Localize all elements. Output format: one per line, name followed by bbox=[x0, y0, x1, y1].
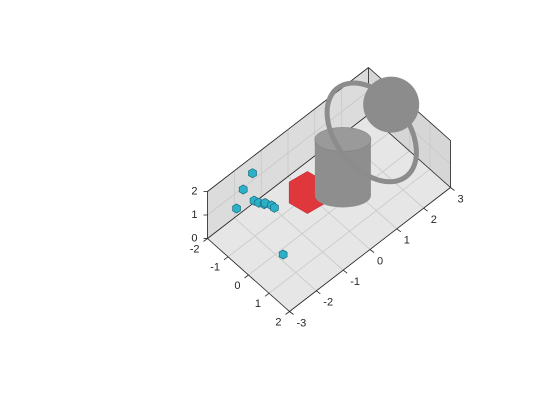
y-tick-label: -2 bbox=[323, 297, 333, 309]
y-tick bbox=[369, 249, 375, 253]
y-tick-label: 2 bbox=[431, 214, 437, 226]
scatter-point bbox=[260, 197, 270, 209]
y-tick-label: -3 bbox=[297, 317, 307, 329]
tick-marks bbox=[203, 187, 455, 315]
x-tick bbox=[244, 274, 249, 279]
y-tick-label: -1 bbox=[350, 276, 360, 288]
x-tick-label: 1 bbox=[255, 298, 261, 310]
plot-objects bbox=[232, 76, 420, 260]
grid-line-y-floor bbox=[234, 217, 317, 292]
x-tick-label: 2 bbox=[275, 316, 281, 328]
y-tick-label: 3 bbox=[458, 193, 464, 205]
cylinder-top bbox=[314, 127, 372, 152]
tick-labels: -2 -1 0 1 2 -3 -2 -1 0 1 2 3 0 1 2 bbox=[190, 185, 464, 329]
z-tick-label: 2 bbox=[191, 185, 197, 197]
x-tick bbox=[285, 311, 290, 315]
gray-sphere bbox=[363, 76, 420, 133]
scatter-point bbox=[232, 203, 241, 214]
x-tick bbox=[203, 238, 208, 242]
x-tick-label: -1 bbox=[210, 262, 220, 274]
y-tick bbox=[396, 228, 402, 233]
y-tick-label: 0 bbox=[377, 255, 383, 267]
y-tick-label: 1 bbox=[404, 235, 410, 247]
x-tick-label: -2 bbox=[190, 243, 200, 255]
gray-cylinder bbox=[314, 127, 372, 208]
z-tick-label: 0 bbox=[191, 232, 197, 244]
y-tick bbox=[342, 269, 348, 274]
grid-line-z-left bbox=[207, 90, 369, 216]
x-tick bbox=[223, 256, 229, 261]
z-tick-label: 1 bbox=[191, 209, 197, 221]
y-tick bbox=[423, 207, 428, 212]
x-tick-label: 0 bbox=[234, 280, 240, 292]
x-tick bbox=[264, 292, 270, 297]
y-tick bbox=[316, 290, 321, 295]
scatter-point bbox=[238, 184, 248, 195]
cylinder-bottom bbox=[314, 183, 371, 208]
scatter-point bbox=[278, 249, 288, 260]
scatter-point bbox=[248, 168, 257, 179]
y-tick bbox=[450, 187, 455, 191]
scatter-point bbox=[270, 202, 279, 213]
y-tick bbox=[289, 311, 294, 315]
